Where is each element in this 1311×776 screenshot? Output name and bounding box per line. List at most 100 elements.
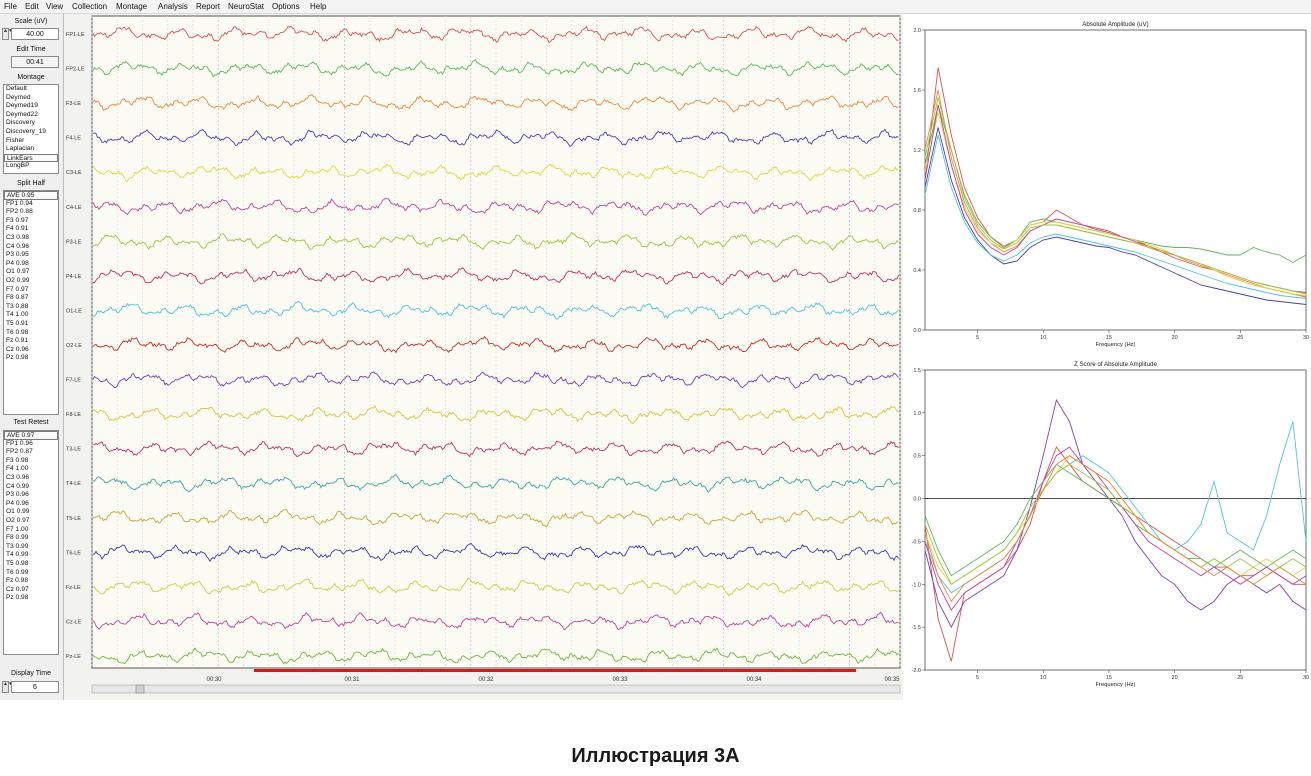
selection-bar[interactable] [254,669,856,672]
test-retest-item[interactable]: Fz 0.98 [6,577,28,585]
edit-time-value: 00:41 [11,56,59,68]
series-line [924,455,1307,603]
test-retest-item[interactable]: Cz 0.97 [6,585,29,593]
split-half-item[interactable]: Pz 0.98 [6,354,29,362]
scale-input[interactable]: 40.00 [11,28,59,40]
test-retest-item[interactable]: C3 0.96 [6,473,30,481]
x-tick-label: 20 [1172,675,1178,681]
y-tick-label: 1.5 [913,368,921,374]
series-line [924,134,1307,299]
montage-item[interactable]: LongBP [6,162,30,170]
menu-bar: File Edit View Collection Montage Analysis Rep… [0,0,1311,14]
y-tick-label: 1.6 [913,88,921,94]
x-tick-label: 5 [976,335,979,341]
split-half-item[interactable]: P3 0.95 [6,251,29,259]
eeg-trace-fz-le [92,577,899,597]
test-retest-item[interactable]: P3 0.96 [6,491,29,499]
left-panel: Scale (uV) ▲▼ 40.00 Edit Time 00:41 Mont… [0,14,64,700]
split-half-item[interactable]: P4 0.98 [6,259,29,267]
menu-neurostat[interactable]: NeuroStat [228,2,265,11]
eeg-trace-c3-le [92,163,899,183]
split-half-item[interactable]: T4 1.00 [6,311,29,319]
split-half-item[interactable]: T5 0.91 [6,319,29,327]
test-retest-item[interactable]: T5 0.98 [6,559,29,567]
eeg-trace-t6-le [92,542,899,563]
split-half-item[interactable]: FP1 0.94 [6,199,33,207]
chart-absolute-amplitude: Absolute Amplitude (uV) 5 10 15 20 25 30 0.0 0.4… [913,21,1309,348]
test-retest-item[interactable]: Pz 0.98 [6,594,29,602]
split-half-item[interactable]: Fz 0.91 [6,337,28,345]
menu-montage[interactable]: Montage [116,2,148,11]
montage-item[interactable]: Deymed22 [6,110,38,118]
eeg-trace-t3-le [92,440,899,458]
time-scrollbar[interactable] [91,684,901,694]
montage-item[interactable]: Laplacian [6,145,35,153]
menu-view[interactable]: View [46,2,64,11]
eeg-channel-label: Pz-LE [66,654,81,660]
test-retest-item[interactable]: F8 0.99 [6,534,29,542]
eeg-channel-label: F4-LE [66,136,81,142]
montage-item[interactable]: Discovery [6,119,35,127]
eeg-trace-panel[interactable]: FP1-LE FP2-LE F3-LE F4-LE C3-LE C4-LE P3-LE P4-… [64,14,903,700]
scrollbar-thumb[interactable] [135,684,145,694]
split-half-item[interactable]: C4 0.96 [6,242,30,250]
menu-file[interactable]: File [4,2,17,11]
split-half-item[interactable]: C3 0.98 [6,233,30,241]
test-retest-item[interactable]: O2 0.97 [6,516,30,524]
split-half-item[interactable]: T3 0.88 [6,302,29,310]
y-tick-label: 2.0 [913,28,921,34]
test-retest-item[interactable]: FP2 0.87 [6,448,33,456]
menu-collection[interactable]: Collection [72,2,108,11]
montage-item[interactable]: Discovery_19 [6,127,46,135]
split-half-item[interactable]: F7 0.97 [6,285,29,293]
montage-item[interactable]: Fisher [6,136,25,144]
test-retest-list[interactable]: AVE 0.97 FP1 0.96 FP2 0.87 F3 0.98 F4 1.00 C3… [3,430,59,655]
test-retest-item[interactable]: AVE 0.97 [4,431,58,440]
split-half-item[interactable]: AVE 0.95 [4,191,58,200]
split-half-item[interactable]: O2 0.99 [6,276,30,284]
test-retest-item[interactable]: F7 1.00 [6,525,29,533]
series-line [924,463,1307,577]
split-half-list[interactable]: AVE 0.95 FP1 0.94 FP2 0.88 F3 0.97 F4 0.91 C3… [3,190,59,415]
menu-options[interactable]: Options [272,2,300,11]
split-half-item[interactable]: FP2 0.88 [6,208,33,216]
split-half-item[interactable]: Cz 0.96 [6,345,29,353]
eeg-channel-label: F7-LE [66,378,81,384]
test-retest-item[interactable]: F4 1.00 [6,465,29,473]
montage-item[interactable]: Deymed19 [6,102,38,110]
test-retest-item[interactable]: C4 0.99 [6,482,30,490]
time-tick-label: 00:35 [884,677,900,683]
split-half-item[interactable]: O1 0.97 [6,268,30,276]
scale-spinner[interactable]: ▲▼ [2,28,13,40]
menu-report[interactable]: Report [196,2,221,11]
eeg-trace-p4-le [92,267,899,286]
menu-help[interactable]: Help [310,2,327,11]
series-line [924,97,1307,295]
series-line [924,112,1307,296]
test-retest-item[interactable]: T6 0.99 [6,568,29,576]
montage-item[interactable]: LinkEars [4,153,58,163]
y-tick-label: 0.5 [913,454,921,460]
test-retest-item[interactable]: O1 0.99 [6,508,30,516]
montage-list[interactable]: Default Deymed Deymed19 Deymed22 Discovery Di… [3,84,59,174]
split-half-item[interactable]: T6 0.98 [6,328,29,336]
eeg-traces: FP1-LE FP2-LE F3-LE F4-LE C3-LE C4-LE P3-LE P4-… [66,15,901,694]
y-tick-label: 0.8 [913,208,921,214]
test-retest-item[interactable]: T3 0.99 [6,542,29,550]
test-retest-item[interactable]: FP1 0.96 [6,439,33,447]
split-half-item[interactable]: F8 0.87 [6,294,29,302]
menu-analysis[interactable]: Analysis [158,2,188,11]
display-time-spinner[interactable]: ▲▼ [2,681,13,693]
test-retest-item[interactable]: F3 0.98 [6,456,29,464]
eeg-channel-label: P4-LE [66,274,82,280]
split-half-item[interactable]: F4 0.91 [6,225,29,233]
montage-item[interactable]: Deymed [6,93,31,101]
montage-item[interactable]: Default [6,85,27,92]
y-tick-label: -2.0 [912,668,921,674]
test-retest-item[interactable]: P4 0.96 [6,499,29,507]
menu-edit[interactable]: Edit [25,2,39,11]
chart-frame [924,369,1307,671]
test-retest-item[interactable]: T4 0.99 [6,551,29,559]
display-time-input[interactable]: 6 [11,681,59,693]
split-half-item[interactable]: F3 0.97 [6,216,29,224]
